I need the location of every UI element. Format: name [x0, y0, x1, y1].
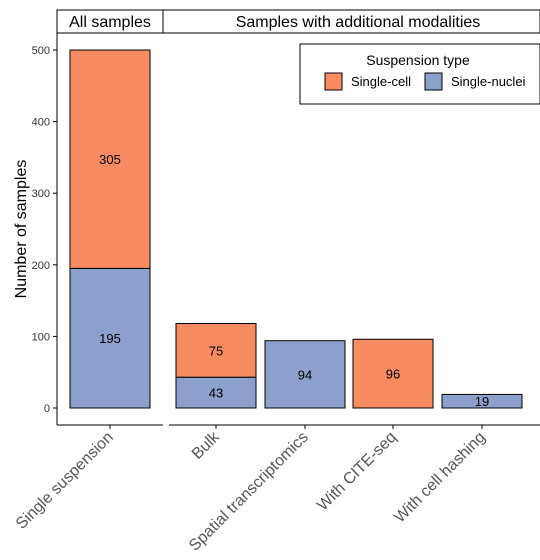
bar-single-suspension-single-cell [69, 49, 151, 269]
bar-with-cite-seq-single-cell [352, 338, 434, 409]
facet-label-all-samples: All samples [69, 14, 151, 31]
legend-swatch-single-cell [324, 72, 343, 91]
bar-label-bulk-single-nuclei: 43 [209, 386, 223, 401]
legend-title: Suspension type [366, 52, 470, 68]
legend-swatch-single-nuclei [424, 72, 443, 91]
y-tick-label-500: 500 [32, 45, 50, 57]
y-tick-label-300: 300 [32, 188, 50, 200]
y-tick-label-200: 200 [32, 260, 50, 272]
bar-label-single-suspension-single-cell: 305 [99, 152, 121, 167]
legend: Suspension type Single-cell Single-nucle… [299, 43, 540, 105]
x-tick-label-with-cell-hashing: With cell hashing [391, 429, 489, 527]
facet-strip-additional-modalities [162, 9, 540, 34]
y-axis-ticks: 0 100 200 300 400 500 [32, 45, 57, 415]
y-tick-label-0: 0 [44, 403, 50, 415]
bars: 195 305 43 75 94 96 19 [69, 49, 523, 409]
bar-bulk-single-nuclei [175, 376, 257, 409]
legend-label-single-cell: Single-cell [351, 74, 411, 89]
bar-with-cell-hashing-single-nuclei [441, 393, 523, 409]
bar-single-suspension-single-nuclei [69, 267, 151, 409]
legend-label-single-nuclei: Single-nuclei [451, 74, 526, 89]
bar-label-with-cite-seq-single-cell: 96 [386, 367, 400, 382]
y-tick-label-100: 100 [32, 331, 50, 343]
facet-label-additional-modalities: Samples with additional modalities [236, 14, 481, 31]
bar-label-spatial-transcriptomics-single-nuclei: 94 [298, 367, 312, 382]
x-tick-label-bulk: Bulk [189, 428, 224, 463]
bar-label-bulk-single-cell: 75 [209, 343, 223, 358]
bar-label-with-cell-hashing-single-nuclei: 19 [475, 394, 489, 409]
x-tick-label-with-cite-seq: With CITE-seq [314, 429, 400, 515]
y-tick-label-400: 400 [32, 117, 50, 129]
y-axis-title: Number of samples [13, 160, 30, 299]
bar-spatial-transcriptomics-single-nuclei [264, 340, 346, 409]
bar-bulk-single-cell [175, 323, 257, 378]
bar-label-single-suspension-single-nuclei: 195 [99, 331, 121, 346]
x-tick-label-single-suspension: Single suspension [13, 429, 117, 533]
